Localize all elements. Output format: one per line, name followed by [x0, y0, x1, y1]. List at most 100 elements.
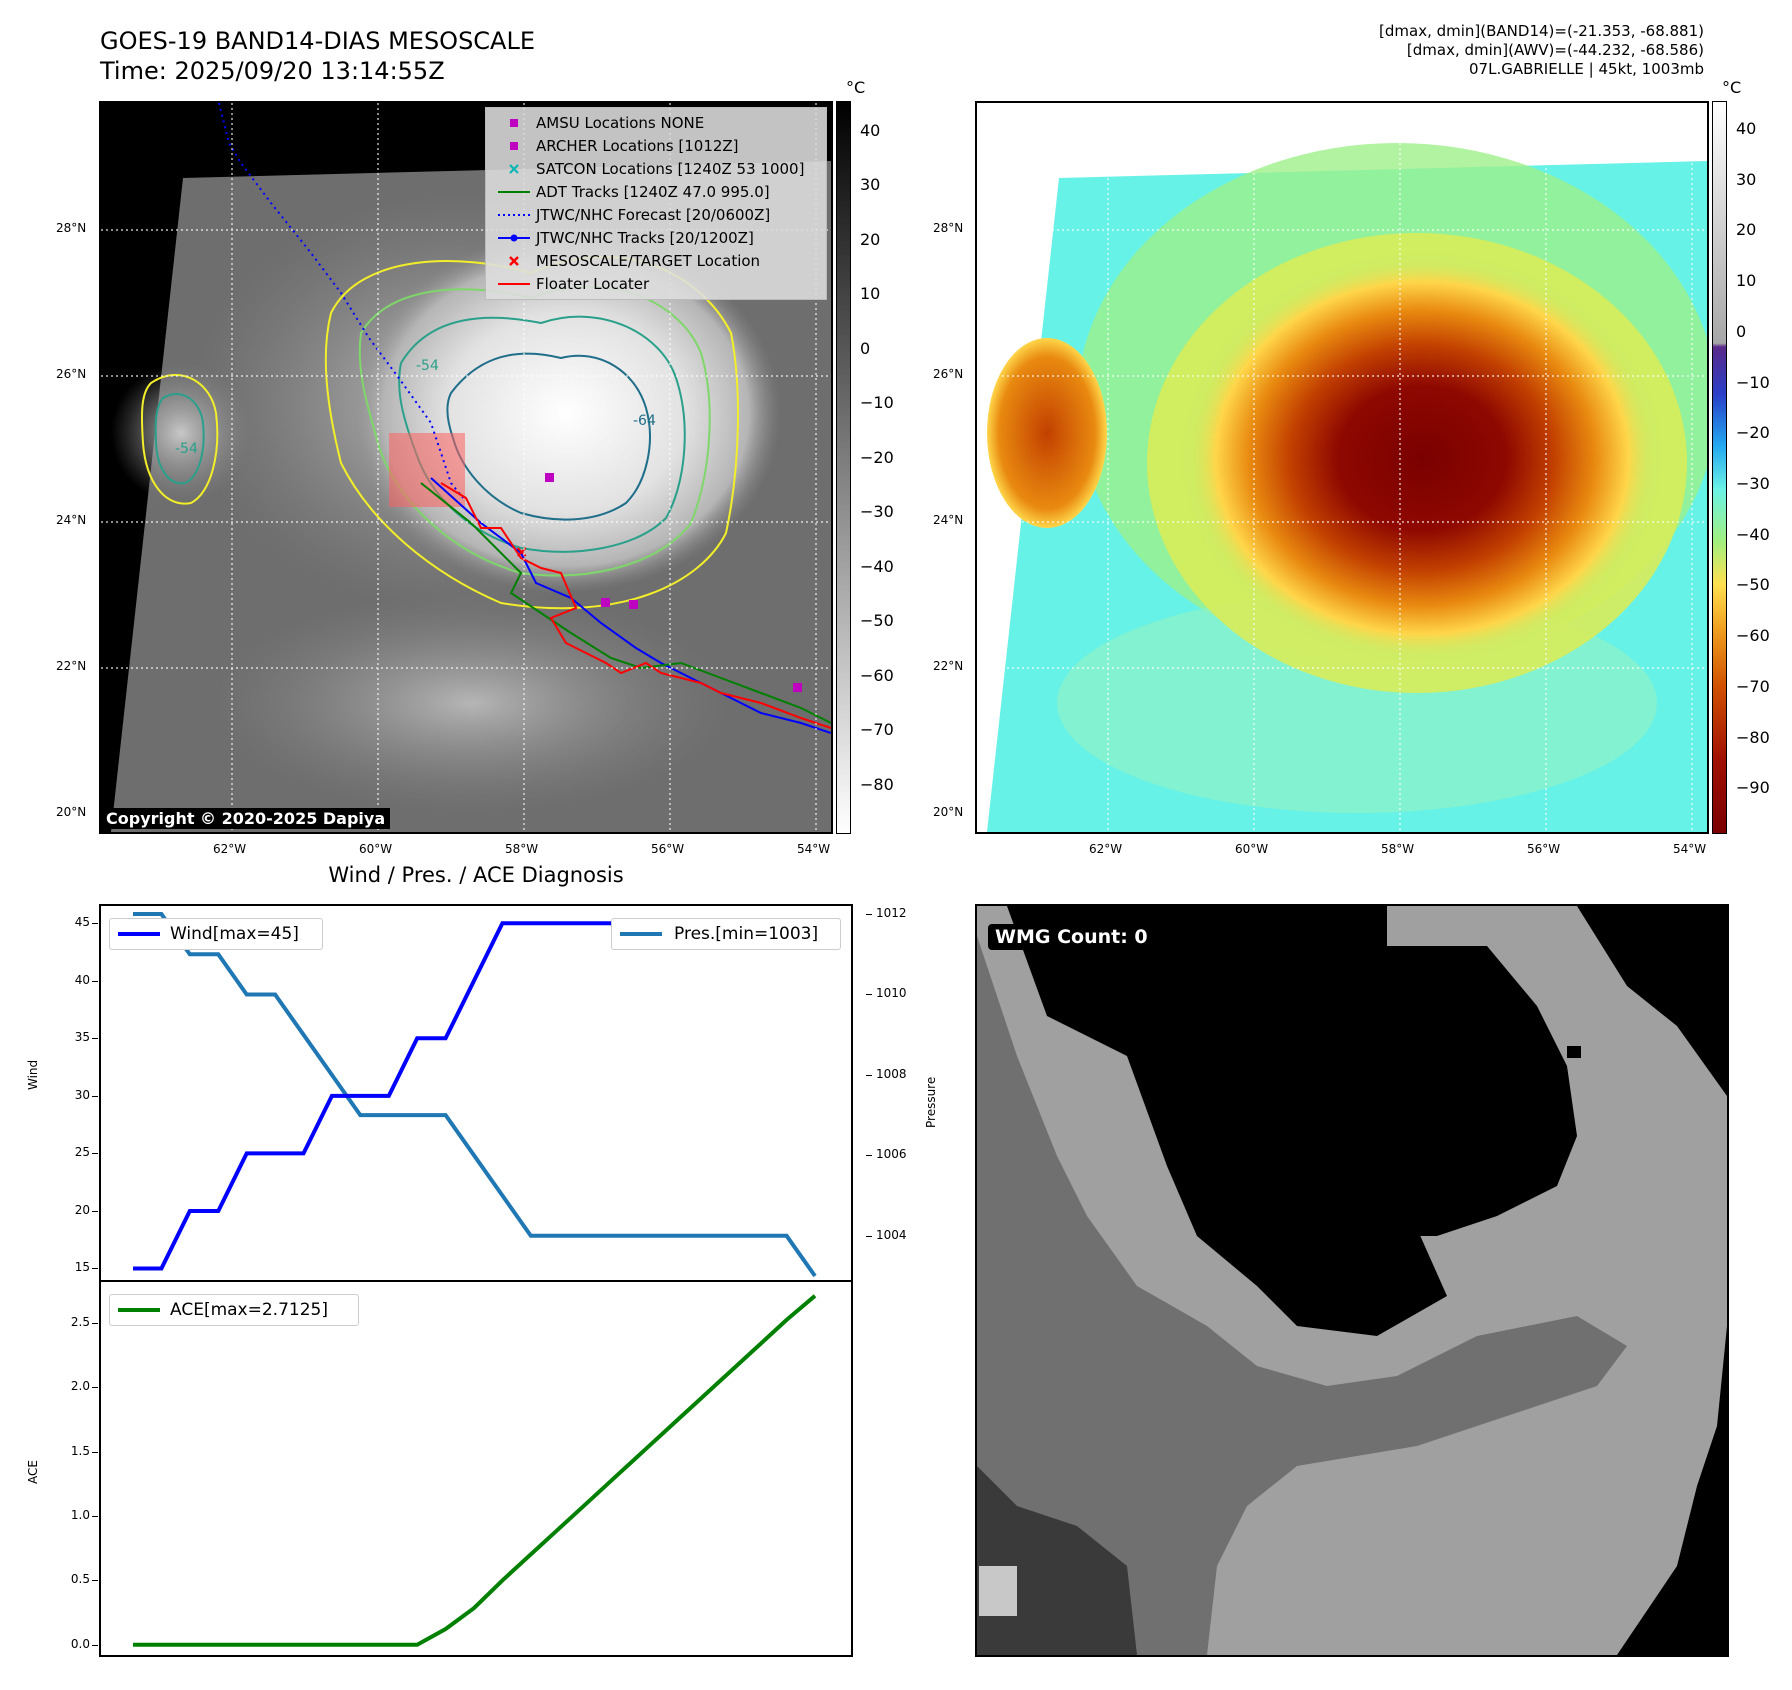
legend-label: ADT Tracks [1240Z 47.0 995.0]: [536, 183, 770, 201]
contour-label: -64: [633, 413, 656, 429]
legend-label: JTWC/NHC Forecast [20/0600Z]: [536, 206, 771, 224]
y-tick-mark: [92, 1095, 98, 1097]
ace-legend: ACE[max=2.7125]: [109, 1294, 359, 1326]
enhanced-map-image: [977, 103, 1707, 832]
lat-tick: 26°N: [933, 367, 964, 381]
colorbar-tick: −10: [1736, 372, 1770, 392]
y-tick-mark: [92, 923, 98, 925]
lat-tick: 20°N: [56, 805, 87, 819]
lon-tick: 54°W: [1673, 842, 1707, 856]
lat-tick: 28°N: [933, 221, 964, 235]
pressure-legend-swatch: [620, 932, 662, 936]
legend-label: MESOSCALE/TARGET Location: [536, 252, 761, 270]
colorbar-tick: 30: [860, 175, 881, 195]
wind-legend: Wind[max=45]: [109, 918, 323, 950]
y-tick: 1010: [876, 986, 907, 1001]
colorbar-tick: 10: [860, 284, 881, 304]
colorbar-tick: −50: [860, 611, 894, 631]
y-tick-mark: [92, 1387, 98, 1389]
lat-tick: 26°N: [56, 367, 87, 381]
map-legend: AMSU Locations NONE ARCHER Locations [10…: [485, 107, 827, 300]
y-tick: 30: [74, 1087, 90, 1102]
legend-label: ARCHER Locations [1012Z]: [536, 137, 739, 155]
contour-label: -54: [175, 441, 198, 457]
colorbar-tick: −70: [860, 720, 894, 740]
colorbar-tick: −70: [1736, 676, 1770, 696]
y-tick-mark: [866, 914, 872, 916]
y-tick: 15: [74, 1260, 90, 1275]
diagnosis-title: Wind / Pres. / ACE Diagnosis: [328, 863, 624, 887]
legend-square-marker: [510, 119, 518, 127]
legend-x-marker: [509, 164, 519, 174]
colorbar-tick: −10: [860, 393, 894, 413]
y-tick-mark: [92, 1268, 98, 1270]
y-tick: 0.0: [70, 1636, 90, 1651]
y-tick-mark: [866, 1074, 872, 1076]
colorbar-tick: 10: [1736, 271, 1757, 291]
y-tick: 0.5: [70, 1572, 90, 1587]
colorbar-tick: −40: [1736, 524, 1770, 544]
y-tick-mark: [866, 1155, 872, 1157]
wmg-panel: [975, 904, 1729, 1657]
y-tick-mark: [92, 1153, 98, 1155]
colorbar-tick: −20: [1736, 423, 1770, 443]
colorbar-tick: 0: [860, 338, 871, 358]
lat-tick: 22°N: [933, 659, 964, 673]
legend-label: AMSU Locations NONE: [536, 114, 705, 132]
legend-label: SATCON Locations [1240Z 53 1000]: [536, 160, 805, 178]
y-tick-mark: [92, 1516, 98, 1518]
y-tick: 45: [74, 915, 90, 930]
y-tick: 1.5: [70, 1443, 90, 1458]
wmg-count-badge: WMG Count: 0: [988, 924, 1155, 950]
y-tick-mark: [866, 994, 872, 996]
colorbar-tick: −60: [1736, 626, 1770, 646]
colorbar-tick: −60: [860, 665, 894, 685]
wind-pressure-panel: Wind[max=45] Pres.[min=1003]: [99, 904, 853, 1282]
colorbar-tick: −40: [860, 556, 894, 576]
contour-label: -54: [416, 358, 439, 374]
enhanced-map-panel: [975, 101, 1709, 834]
colorbar-tick: 40: [1736, 118, 1757, 138]
y-tick: 1006: [876, 1147, 907, 1162]
pressure-legend: Pres.[min=1003]: [611, 918, 841, 950]
colorbar-unit: °C: [1722, 78, 1742, 97]
lat-tick: 28°N: [56, 221, 87, 235]
ace-series-line: [133, 1294, 817, 1647]
y-tick-mark: [92, 1323, 98, 1325]
colorbar-tick: −80: [860, 774, 894, 794]
y-tick-mark: [92, 1210, 98, 1212]
y-tick-mark: [866, 1235, 872, 1237]
y-tick-mark: [92, 1580, 98, 1582]
y-tick-mark: [92, 1038, 98, 1040]
y-tick: 1004: [876, 1227, 907, 1242]
y-tick: 2.0: [70, 1379, 90, 1394]
dmax-awv: [dmax, dmin](AWV)=(-44.232, -68.586): [1406, 41, 1704, 59]
lat-tick: 24°N: [56, 513, 87, 527]
lon-tick: 62°W: [213, 842, 247, 856]
enhanced-colorbar: [1712, 101, 1727, 834]
figure-title-block: GOES-19 BAND14-DIAS MESOSCALE Time: 2025…: [100, 26, 535, 86]
figure-time: Time: 2025/09/20 13:14:55Z: [100, 57, 445, 85]
lon-tick: 56°W: [651, 842, 685, 856]
lat-tick: 24°N: [933, 513, 964, 527]
y-tick-mark: [92, 980, 98, 982]
colorbar-tick: 0: [1736, 321, 1747, 341]
ace-legend-label: ACE[max=2.7125]: [170, 1300, 328, 1320]
ace-legend-swatch: [118, 1308, 160, 1312]
pressure-axis-label: Pressure: [924, 1076, 938, 1128]
pressure-series-line: [133, 912, 817, 1278]
ace-panel: ACE[max=2.7125]: [99, 1280, 853, 1657]
legend-line-marker: [498, 191, 530, 193]
legend-line-marker: [498, 283, 530, 285]
dmax-band14: [dmax, dmin](BAND14)=(-21.353, -68.881): [1379, 22, 1704, 40]
legend-label: Floater Locater: [536, 275, 650, 293]
y-tick: 2.5: [70, 1315, 90, 1330]
copyright-label: Copyright © 2020-2025 Dapiya: [101, 808, 391, 829]
colorbar-tick: −20: [860, 447, 894, 467]
ir-colorbar: [836, 101, 851, 834]
lon-tick: 62°W: [1089, 842, 1123, 856]
colorbar-tick: 20: [1736, 220, 1757, 240]
y-tick-mark: [92, 1451, 98, 1453]
wmg-image: [977, 906, 1727, 1655]
legend-label: JTWC/NHC Tracks [20/1200Z]: [536, 229, 754, 247]
